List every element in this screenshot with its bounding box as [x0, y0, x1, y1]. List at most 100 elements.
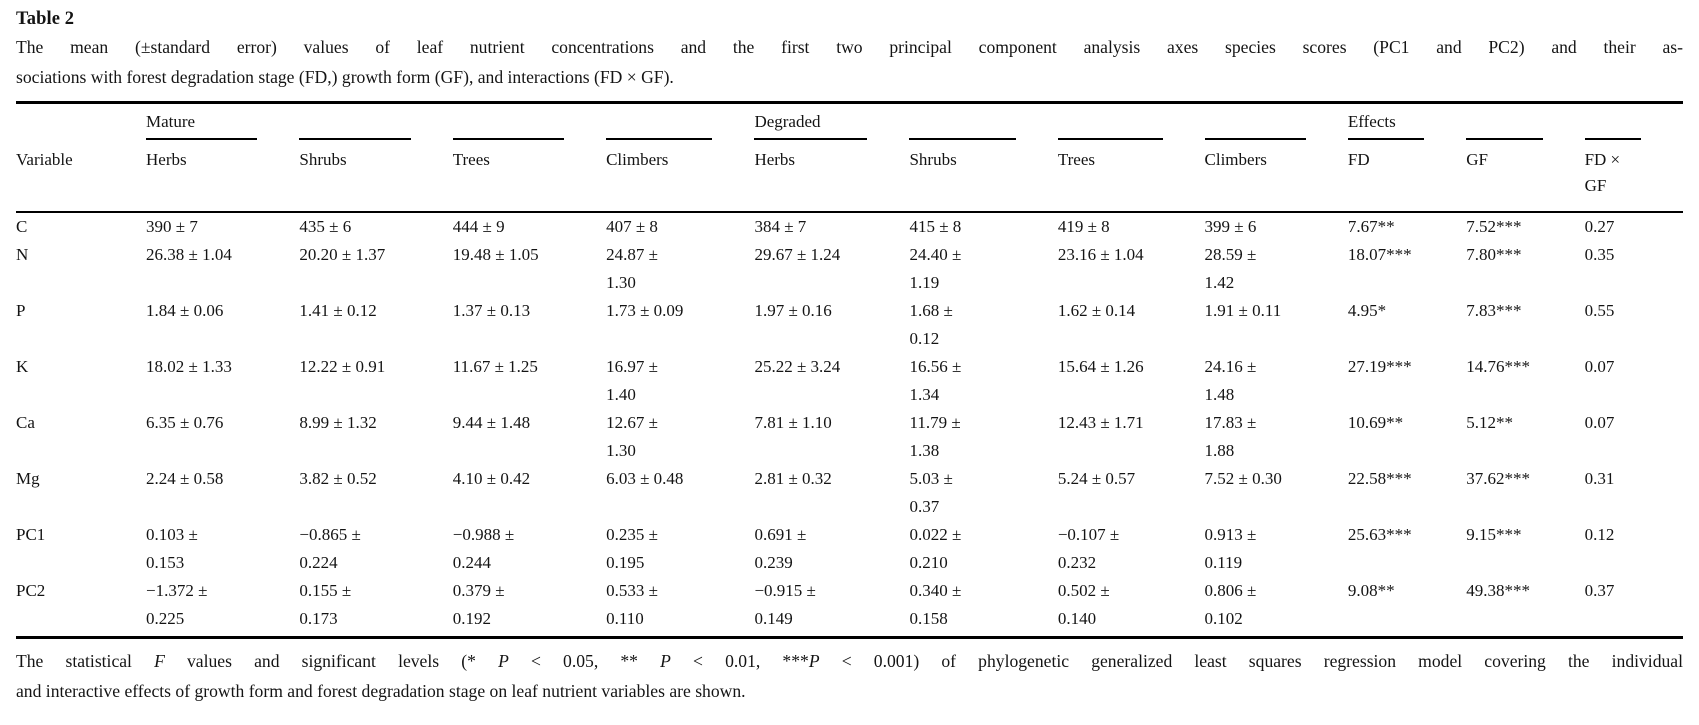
footnote-text: < 0.05, ** [508, 651, 661, 671]
spanner-rule-row [16, 138, 1683, 140]
column-header-degraded-climbers: Climbers [1204, 140, 1348, 213]
footnote-italic-p: P [498, 651, 509, 671]
row-label: P [16, 301, 26, 320]
cell-value: 9.15*** [1466, 525, 1522, 544]
column-header-fdxgf: FD × GF [1584, 140, 1683, 213]
spanner-rule [1057, 138, 1205, 140]
table-title: Table 2 [16, 9, 75, 29]
cell-value: 9.08** [1347, 581, 1395, 600]
spanner-rule [1466, 138, 1584, 140]
cell-value: 0.07 [1584, 413, 1615, 432]
column-header-mature-herbs: Herbs [146, 140, 300, 213]
spanner-rule [1204, 138, 1348, 140]
cell-value: 4.95* [1347, 301, 1387, 320]
cell-value: 7.81 ± 1.10 [754, 413, 832, 432]
cell-value: 407 ± 8 [606, 217, 658, 236]
cell-value: −0.988 ± 0.244 [452, 525, 515, 572]
cell-value: 399 ± 6 [1204, 217, 1257, 236]
cell-value: 0.806 ± 0.102 [1204, 581, 1257, 628]
footnote-text: The statistical [16, 651, 155, 671]
cell-value: 0.235 ± 0.195 [606, 525, 658, 572]
row-label: C [16, 217, 28, 236]
cell-value: 0.12 [1584, 525, 1615, 544]
cell-value: 8.99 ± 1.32 [299, 413, 377, 432]
cell-value: 0.155 ± 0.173 [299, 581, 352, 628]
column-header-row: Variable Herbs Shrubs Trees Climbers Her… [16, 140, 1683, 213]
cell-value: 11.67 ± 1.25 [452, 357, 538, 376]
spanner-rule [1584, 138, 1683, 140]
group-label-mature: Mature [146, 112, 196, 131]
cell-value: 415 ± 8 [909, 217, 962, 236]
column-header-fd: FD [1347, 140, 1467, 213]
footnote-italic-f: F [154, 651, 165, 671]
cell-value: 19.48 ± 1.05 [452, 245, 539, 264]
cell-value: 24.87 ± 1.30 [606, 245, 658, 292]
cell-value: 6.03 ± 0.48 [606, 469, 684, 488]
column-header-gf: GF [1466, 140, 1585, 213]
cell-value: 0.340 ± 0.158 [909, 581, 962, 628]
column-header-variable: Variable [16, 140, 147, 213]
spanner-rule [146, 138, 299, 140]
cell-value: 11.79 ± 1.38 [909, 413, 961, 460]
cell-value: 0.07 [1584, 357, 1615, 376]
row-label: K [16, 357, 29, 376]
cell-value: 3.82 ± 0.52 [299, 469, 377, 488]
cell-value: 419 ± 8 [1057, 217, 1110, 236]
column-header-degraded-shrubs: Shrubs [909, 140, 1058, 213]
row-label: PC1 [16, 525, 46, 544]
cell-value: −0.865 ± 0.224 [299, 525, 361, 572]
row-label: Ca [16, 413, 35, 432]
cell-value: 5.24 ± 0.57 [1057, 469, 1136, 488]
cell-value: 12.43 ± 1.71 [1057, 413, 1144, 432]
spanner-rule [909, 138, 1057, 140]
column-header-mature-trees: Trees [452, 140, 607, 213]
spanner-rule [754, 138, 909, 140]
caption-line-2: sociations with forest degradation stage… [16, 67, 674, 87]
caption-line-1: The mean (±standard error) values of lea… [16, 37, 1683, 57]
cell-value: 25.22 ± 3.24 [754, 357, 841, 376]
cell-value: 12.67 ± 1.30 [606, 413, 658, 460]
cell-value: 0.103 ± 0.153 [146, 525, 198, 572]
cell-value: 1.68 ± 0.12 [909, 301, 953, 348]
cell-value: 25.63*** [1347, 525, 1412, 544]
cell-value: 0.27 [1584, 217, 1615, 236]
cell-value: 0.37 [1584, 581, 1615, 600]
cell-value: 7.52 ± 0.30 [1204, 469, 1282, 488]
spanner-rule [299, 138, 452, 140]
cell-value: 12.22 ± 0.91 [299, 357, 386, 376]
cell-value: 1.37 ± 0.13 [452, 301, 531, 320]
table-row-p: P 1.84 ± 0.06 1.41 ± 0.12 1.37 ± 0.13 1.… [16, 297, 1683, 353]
cell-value: 16.56 ± 1.34 [909, 357, 962, 404]
table-row-pc2: PC2 −1.372 ± 0.225 0.155 ± 0.173 0.379 ±… [16, 577, 1683, 638]
cell-value: 1.91 ± 0.11 [1204, 301, 1282, 320]
table-row-pc1: PC1 0.103 ± 0.153 −0.865 ± 0.224 −0.988 … [16, 521, 1683, 577]
cell-value: 0.913 ± 0.119 [1204, 525, 1257, 572]
cell-value: 7.52*** [1466, 217, 1522, 236]
table-row-k: K 18.02 ± 1.33 12.22 ± 0.91 11.67 ± 1.25… [16, 353, 1683, 409]
cell-value: 24.16 ± 1.48 [1204, 357, 1257, 404]
row-label: PC2 [16, 581, 46, 600]
cell-value: 4.10 ± 0.42 [452, 469, 531, 488]
cell-value: 1.73 ± 0.09 [606, 301, 684, 320]
group-header-row: Mature Degraded Effects [16, 103, 1683, 139]
cell-value: −0.107 ± 0.232 [1057, 525, 1120, 572]
cell-value: 18.02 ± 1.33 [146, 357, 232, 376]
cell-value: 5.12** [1466, 413, 1513, 432]
cell-value: 22.58*** [1347, 469, 1412, 488]
cell-value: 1.84 ± 0.06 [146, 301, 224, 320]
cell-value: 23.16 ± 1.04 [1057, 245, 1144, 264]
table-row-c: C 390 ± 7 435 ± 6 444 ± 9 407 ± 8 384 ± … [16, 212, 1683, 241]
cell-value: 0.35 [1584, 245, 1615, 264]
spanner-rule [1347, 138, 1466, 140]
cell-value: 0.691 ± 0.239 [754, 525, 807, 572]
group-label-effects: Effects [1347, 112, 1396, 131]
footnote-text: values and significant levels (* [164, 651, 499, 671]
column-header-degraded-trees: Trees [1057, 140, 1205, 213]
spanner-rule [452, 138, 606, 140]
column-header-degraded-herbs: Herbs [754, 140, 910, 213]
cell-value: 0.502 ± 0.140 [1057, 581, 1110, 628]
cell-value: 1.97 ± 0.16 [754, 301, 832, 320]
paper-table-page: Table 2 The mean (±standard error) value… [16, 9, 1683, 701]
cell-value: 2.81 ± 0.32 [754, 469, 832, 488]
footnote-line-1: The statistical F values and significant… [16, 646, 1683, 676]
